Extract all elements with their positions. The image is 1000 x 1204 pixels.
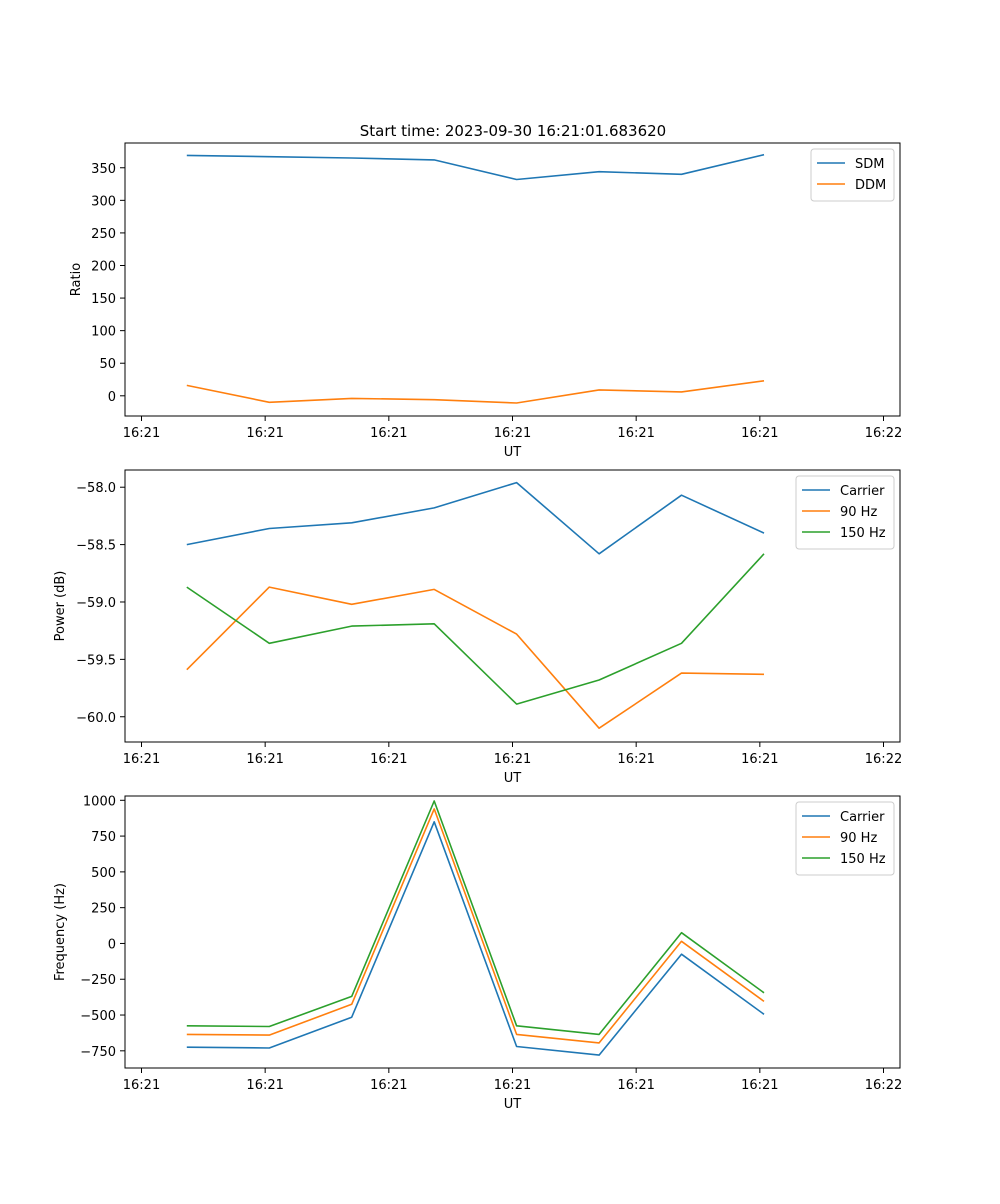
power-panel: 16:21 16:21 16:21 16:21 16:21 16:21 16:22 −60.0… [53,470,902,786]
y-tick-label: 100 [91,325,116,340]
x-tick-label: 16:21 [494,426,531,441]
frequency-panel: 16:21 16:21 16:21 16:21 16:21 16:21 16:22 −750 −… [53,794,902,1112]
legend-entry: 150 Hz [840,852,886,867]
x-tick-label: 16:21 [246,752,283,767]
axes-frame [125,796,900,1068]
y-tick-label: 150 [91,292,116,307]
series-line-sdm [187,155,764,180]
y-tick-label: −60.0 [76,711,116,726]
x-tick-label: 16:21 [123,1078,160,1093]
y-tick-label: 750 [91,830,116,845]
x-tick-label: 16:21 [741,426,778,441]
x-tick-label: 16:21 [741,752,778,767]
x-tick-label: 16:21 [494,1078,531,1093]
x-tick-label: 16:21 [617,1078,654,1093]
y-tick-label: 250 [91,902,116,917]
y-tick-label: −59.5 [76,653,116,668]
y-tick-label: −250 [80,973,116,988]
y-axis-label: Power (dB) [53,571,68,642]
x-tick-label: 16:22 [865,426,902,441]
legend: Carrier 90 Hz 150 Hz [796,476,894,549]
y-tick-label: −58.5 [76,539,116,554]
ratio-panel: 16:21 16:21 16:21 16:21 16:21 16:21 16:22 0 50 10… [69,143,902,460]
legend-entry: 90 Hz [840,505,877,520]
x-tick-label: 16:21 [741,1078,778,1093]
x-tick-label: 16:21 [370,752,407,767]
axes-frame [125,143,900,416]
figure-title: Start time: 2023-09-30 16:21:01.683620 [360,122,666,140]
y-tick-label: 500 [91,866,116,881]
x-axis-label: UT [504,445,522,460]
y-tick-label: −500 [80,1009,116,1024]
legend-entry: DDM [855,178,886,193]
y-tick-label: 0 [108,937,116,952]
x-axis-label: UT [504,771,522,786]
series-line-90-hz [187,587,764,728]
y-tick-label: 350 [91,162,116,177]
series-line-ddm [187,381,764,403]
legend: Carrier 90 Hz 150 Hz [796,802,894,875]
x-tick-label: 16:21 [246,1078,283,1093]
y-tick-label: 300 [91,194,116,209]
legend-entry: Carrier [840,810,885,825]
x-axis-label: UT [504,1097,522,1112]
y-tick-label: 50 [99,357,116,372]
x-tick-label: 16:21 [246,426,283,441]
y-tick-label: 200 [91,259,116,274]
x-tick-label: 16:21 [617,752,654,767]
y-tick-label: 0 [108,390,116,405]
series-line-150-hz [187,554,764,704]
y-tick-label: −59.0 [76,596,116,611]
legend: SDM DDM [811,149,894,201]
legend-entry: 90 Hz [840,831,877,846]
x-tick-label: 16:21 [494,752,531,767]
legend-entry: SDM [855,157,884,172]
y-tick-label: −750 [80,1045,116,1060]
x-tick-label: 16:22 [865,752,902,767]
legend-entry: Carrier [840,484,885,499]
x-tick-label: 16:21 [370,426,407,441]
y-tick-label: −58.0 [76,481,116,496]
y-axis-label: Ratio [69,263,84,296]
x-tick-label: 16:22 [865,1078,902,1093]
series-line-90-hz [187,809,764,1043]
x-tick-label: 16:21 [617,426,654,441]
x-tick-label: 16:21 [123,426,160,441]
y-axis-label: Frequency (Hz) [53,883,68,981]
y-tick-label: 1000 [83,794,116,809]
y-tick-label: 250 [91,227,116,242]
x-tick-label: 16:21 [370,1078,407,1093]
x-tick-label: 16:21 [123,752,160,767]
series-line-carrier [187,483,764,554]
series-line-150-hz [187,801,764,1034]
legend-entry: 150 Hz [840,526,886,541]
